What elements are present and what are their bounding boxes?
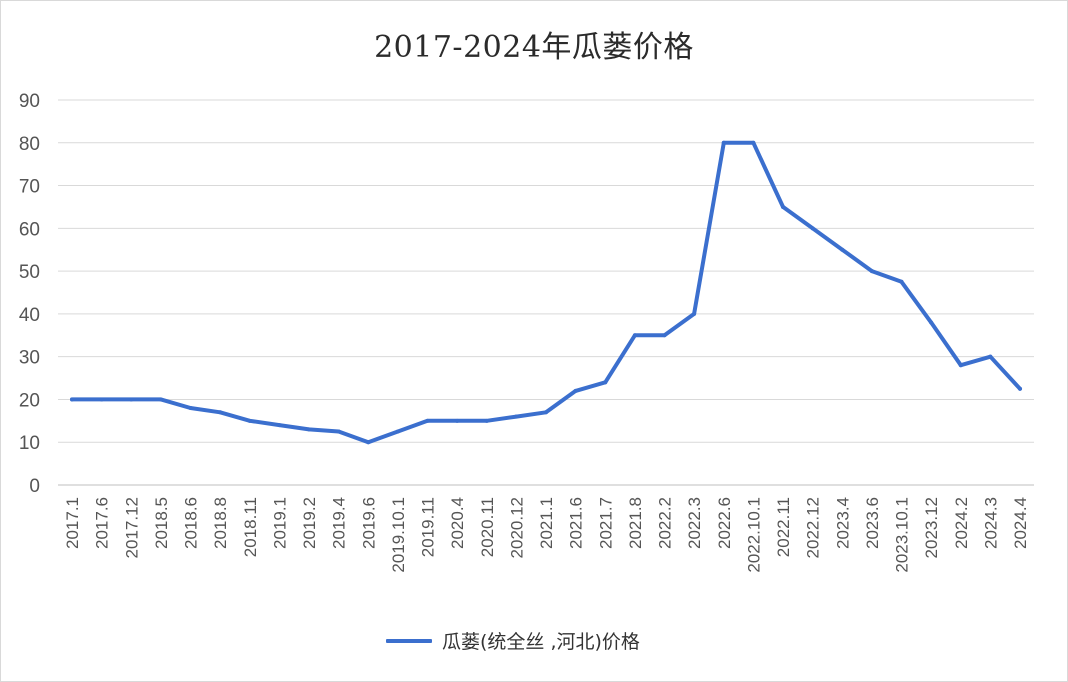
data-point [929, 320, 934, 325]
data-point [158, 397, 163, 402]
x-tick-label: 2023.6 [863, 497, 882, 549]
y-tick-label: 90 [19, 91, 40, 112]
data-point [692, 311, 697, 316]
x-tick-label: 2022.2 [656, 497, 675, 549]
x-tick-label: 2019.1 [270, 497, 289, 549]
x-tick-label: 2021.8 [626, 497, 645, 549]
y-tick-label: 20 [19, 390, 40, 411]
y-tick-label: 50 [19, 262, 40, 283]
x-tick-label: 2021.7 [596, 497, 615, 549]
data-point [307, 427, 311, 432]
data-point [99, 397, 104, 402]
data-point [395, 429, 400, 434]
x-tick-label: 2019.10.1 [389, 497, 408, 573]
data-point [751, 140, 756, 145]
y-tick-label: 80 [19, 134, 40, 155]
x-tick-label: 2019.6 [359, 497, 378, 549]
data-point [869, 269, 874, 274]
legend-label: 瓜蒌(统全丝 ,河北)价格 [442, 631, 640, 653]
x-tick-label: 2024.4 [1011, 497, 1030, 549]
x-tick-label: 2020.12 [507, 497, 526, 558]
x-tick-label: 2023.10.1 [893, 497, 912, 573]
data-point [544, 410, 548, 415]
data-point [514, 414, 519, 419]
data-point [247, 418, 252, 423]
data-point [129, 397, 134, 402]
x-tick-label: 2022.10.1 [744, 497, 763, 573]
data-point [455, 418, 460, 423]
x-tick-label: 2022.3 [685, 497, 704, 549]
x-tick-label: 2024.3 [981, 497, 1000, 549]
data-point [425, 418, 430, 423]
x-tick-label: 2019.4 [330, 497, 349, 549]
x-tick-label: 2022.12 [804, 497, 823, 558]
x-tick-label: 2019.2 [300, 497, 319, 549]
x-tick-label: 2022.6 [715, 497, 734, 549]
y-tick-label: 10 [19, 433, 40, 454]
x-tick-label: 2023.12 [922, 497, 941, 558]
data-point [573, 388, 578, 393]
y-tick-label: 30 [19, 348, 40, 369]
series-line [70, 140, 1022, 445]
x-tick-label: 2024.2 [952, 497, 971, 549]
legend: 瓜蒌(统全丝 ,河北)价格 [386, 627, 640, 654]
y-tick-label: 40 [19, 305, 40, 326]
data-point [632, 333, 637, 338]
x-tick-label: 2018.11 [241, 497, 260, 557]
x-tick-label: 2021.6 [567, 497, 586, 549]
data-point [840, 247, 845, 252]
data-point [721, 140, 726, 145]
data-point [958, 363, 963, 368]
x-tick-label: 2023.4 [833, 497, 852, 549]
data-point [781, 204, 785, 209]
x-tick-label: 2022.11 [774, 497, 793, 557]
data-point [366, 440, 371, 445]
x-tick-label: 2017.12 [122, 497, 141, 558]
legend-line-swatch [386, 638, 432, 643]
data-point [277, 423, 282, 428]
data-point [988, 354, 993, 359]
x-tick-label: 2017.6 [93, 497, 112, 549]
data-point [810, 226, 815, 231]
data-point [188, 406, 193, 410]
x-tick-label: 2018.8 [211, 497, 230, 549]
data-point [484, 418, 489, 423]
y-tick-label: 70 [19, 177, 40, 198]
data-point [899, 279, 904, 284]
y-tick-label: 0 [29, 476, 40, 497]
x-tick-label: 2020.11 [478, 497, 497, 557]
data-point [1018, 386, 1022, 391]
x-tick-label: 2018.5 [152, 497, 171, 549]
y-tick-label: 60 [19, 219, 40, 240]
chart-title: 2017-2024年瓜蒌价格 [374, 30, 694, 65]
data-point [70, 397, 74, 402]
data-point [603, 380, 608, 385]
x-tick-label: 2017.1 [63, 497, 82, 549]
x-tick-label: 2020.4 [448, 497, 467, 549]
data-point [336, 429, 341, 434]
x-tick-label: 2021.1 [537, 497, 556, 549]
data-point [662, 333, 667, 338]
data-point [218, 410, 223, 415]
x-tick-label: 2019.11 [419, 497, 438, 557]
x-tick-label: 2018.6 [182, 497, 201, 549]
